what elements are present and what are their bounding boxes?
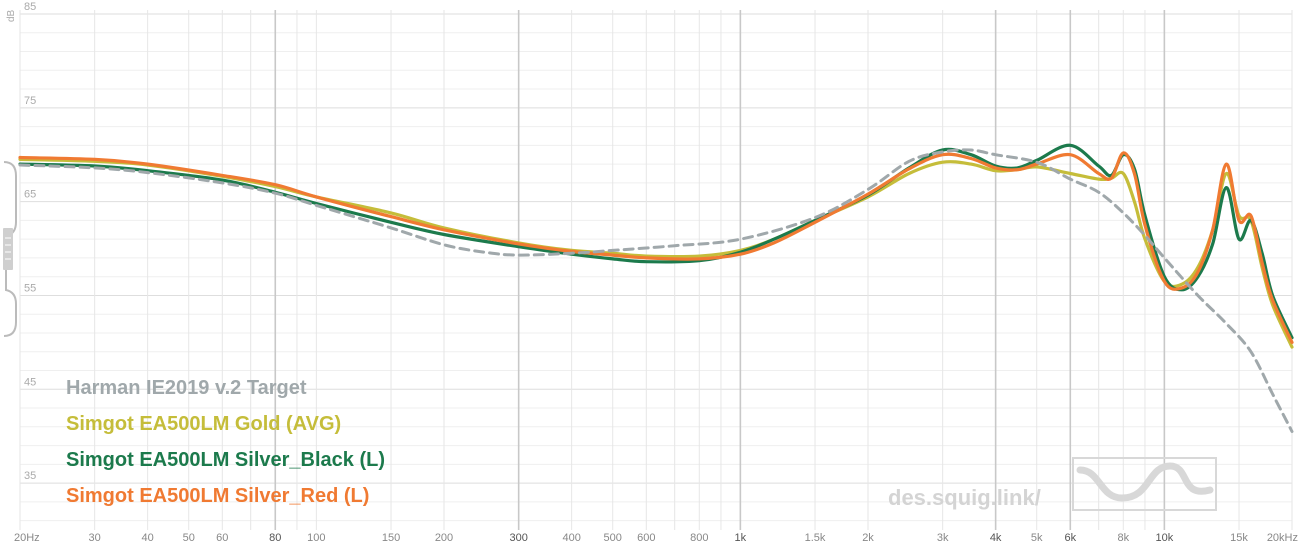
x-tick-label: 20Hz xyxy=(14,532,40,544)
x-tick-label: 5k xyxy=(1031,532,1043,544)
x-tick-label: 600 xyxy=(637,532,655,544)
x-tick-label: 8k xyxy=(1117,532,1129,544)
handle-grip[interactable] xyxy=(3,228,13,270)
x-tick-label: 40 xyxy=(142,532,154,544)
x-tick-label: 3k xyxy=(937,532,949,544)
y-tick-label: 35 xyxy=(24,470,36,482)
x-tick-label: 500 xyxy=(604,532,622,544)
y-tick-label: 75 xyxy=(24,95,36,107)
legend-entry-1[interactable]: Simgot EA500LM Gold (AVG) xyxy=(66,413,341,435)
x-tick-label: 60 xyxy=(216,532,228,544)
x-tick-label: 100 xyxy=(307,532,325,544)
y-axis-ticks: 85 75 65 55 45 35 xyxy=(24,1,36,482)
legend-entry-0[interactable]: Harman IE2019 v.2 Target xyxy=(66,377,307,399)
y-tick-label: 45 xyxy=(24,376,36,388)
x-tick-label: 4k xyxy=(990,532,1002,544)
x-tick-label: 1.5k xyxy=(805,532,826,544)
squiglink-logo-icon xyxy=(1072,457,1217,511)
y-tick-label: 65 xyxy=(24,189,36,201)
legend-entry-3[interactable]: Simgot EA500LM Silver_Red (L) xyxy=(66,485,369,507)
x-tick-label: 80 xyxy=(269,532,281,544)
x-tick-label: 400 xyxy=(562,532,580,544)
x-tick-label: 20kHz xyxy=(1267,532,1298,544)
x-tick-label: 1k xyxy=(735,532,747,544)
y-tick-label: 55 xyxy=(24,282,36,294)
series-line-3[interactable] xyxy=(18,151,1294,344)
x-tick-label: 10k xyxy=(1155,532,1173,544)
x-tick-label: 300 xyxy=(509,532,527,544)
legend-entry-2[interactable]: Simgot EA500LM Silver_Black (L) xyxy=(66,449,385,471)
x-tick-label: 6k xyxy=(1064,532,1076,544)
x-tick-label: 200 xyxy=(435,532,453,544)
x-tick-label: 15k xyxy=(1230,532,1248,544)
x-tick-label: 2k xyxy=(862,532,874,544)
watermark-text: des.squig.link/ xyxy=(888,485,1041,510)
series-lines xyxy=(18,143,1294,433)
x-tick-label: 30 xyxy=(89,532,101,544)
legend: Harman IE2019 v.2 Target Simgot EA500LM G… xyxy=(66,377,385,507)
grid xyxy=(19,10,1293,530)
x-tick-label: 50 xyxy=(183,532,195,544)
series-line-2[interactable] xyxy=(18,143,1294,340)
x-tick-label: 800 xyxy=(690,532,708,544)
y-tick-label: 85 xyxy=(24,1,36,13)
y-scale-drag-handle[interactable] xyxy=(3,161,17,337)
y-axis-label: dB xyxy=(6,9,17,22)
series-line-0[interactable] xyxy=(18,148,1294,433)
x-axis-ticks: 20Hz 30 40 50 60 80 100 150 200 300 400 500 600 800 1k… xyxy=(14,532,1298,544)
series-line-1[interactable] xyxy=(18,157,1294,349)
x-tick-label: 150 xyxy=(382,532,400,544)
